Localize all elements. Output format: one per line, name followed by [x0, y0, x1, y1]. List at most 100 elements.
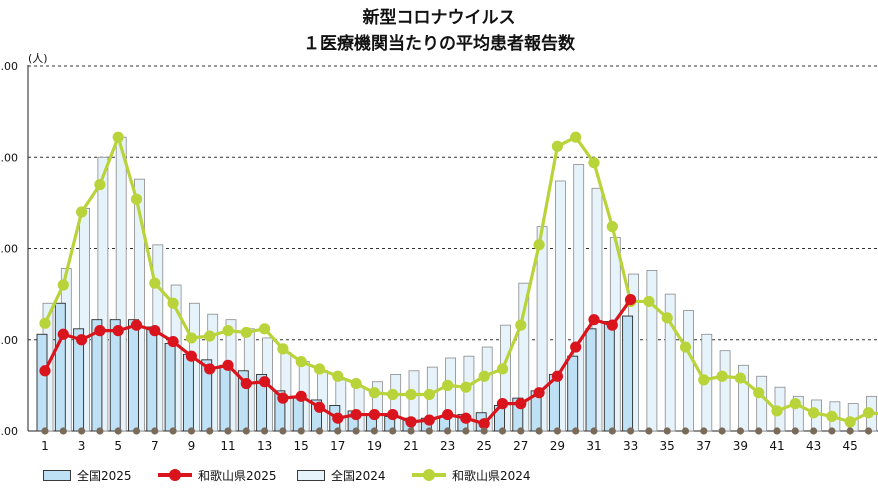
bar-zenkoku-2024: [683, 310, 694, 432]
wakayama-2024-point: [826, 410, 838, 422]
zero-marker: [608, 427, 616, 435]
wakayama-2024-point: [112, 131, 124, 143]
wakayama-2025-point: [588, 314, 600, 326]
x-tick-label: 39: [733, 439, 748, 453]
zero-marker: [389, 427, 397, 435]
x-tick-label: 19: [367, 439, 382, 453]
wakayama-2024-point: [460, 381, 472, 393]
wakayama-2024-point: [204, 330, 216, 342]
wakayama-2024-point: [844, 416, 856, 428]
zero-marker: [517, 427, 525, 435]
wakayama-2025-point: [112, 325, 124, 337]
wakayama-2025-point: [332, 412, 344, 424]
zero-marker: [590, 427, 598, 435]
x-tick-label: 15: [294, 439, 309, 453]
wakayama-2025-point: [405, 416, 417, 428]
chart-title-line2: １医療機関当たりの平均患者報告数: [303, 34, 575, 54]
wakayama-2024-group: [39, 131, 878, 428]
wakayama-2025-point: [167, 335, 179, 348]
wakayama-2024-point: [167, 297, 179, 309]
wakayama-2025-point: [570, 341, 582, 353]
legend-item-zenkoku-2025: 全国2025: [43, 464, 132, 486]
zero-marker: [480, 427, 488, 435]
y-tick-label: 15.00: [0, 151, 18, 164]
wakayama-2024-point: [405, 388, 417, 401]
wakayama-2025-point: [57, 328, 69, 340]
x-tick-label: 17: [330, 439, 345, 453]
wakayama-2024-point: [149, 277, 161, 289]
zero-marker: [279, 427, 287, 435]
wakayama-2024-point: [606, 221, 618, 233]
wakayama-2024-point: [277, 343, 289, 355]
wakayama-2025-point: [39, 365, 51, 377]
bar-zenkoku-2025: [603, 321, 615, 432]
wakayama-2024-point: [368, 387, 380, 399]
wakayama-2024-point: [551, 140, 564, 152]
zero-marker: [334, 427, 342, 435]
zero-marker: [498, 427, 507, 435]
zero-marker: [425, 427, 433, 435]
wakayama-2025-point: [130, 319, 143, 331]
zero-marker: [755, 427, 763, 435]
wakayama-2025-point: [222, 359, 234, 371]
wakayama-2025-point: [423, 414, 435, 426]
wakayama-2024-point: [734, 372, 747, 384]
wakayama-2025-point: [551, 370, 564, 382]
zero-marker: [627, 427, 635, 435]
wakayama-2024-point: [679, 341, 692, 353]
wakayama-2024-point: [570, 131, 582, 143]
bar-zenkoku-2024: [756, 375, 768, 432]
zero-marker: [41, 427, 49, 435]
wakayama-2024-point: [771, 405, 783, 417]
wakayama-2024-point: [716, 370, 728, 382]
wakayama-2025-point: [295, 390, 307, 402]
zero-marker: [444, 427, 452, 435]
wakayama-2024-point: [643, 295, 655, 308]
zero-marker: [114, 427, 122, 435]
zero-marker: [462, 427, 470, 435]
x-tick-label: 13: [257, 439, 272, 453]
zero-marker: [700, 427, 708, 435]
zero-marker: [224, 427, 232, 435]
wakayama-2024-point: [130, 193, 143, 205]
x-tick-label: 7: [151, 439, 159, 453]
zero-marker: [663, 427, 671, 435]
wakayama-2024-point: [332, 370, 344, 382]
wakayama-2024-point: [533, 239, 545, 251]
bar-zenkoku-2024: [646, 269, 658, 432]
zero-marker: [553, 427, 562, 435]
zero-marker: [242, 427, 250, 435]
bar-zenkoku-2024: [719, 350, 731, 432]
x-tick-label: 27: [513, 439, 528, 453]
x-tick-label: 31: [586, 439, 601, 453]
zero-marker: [572, 427, 580, 435]
wakayama-2024-point: [862, 407, 875, 419]
wakayama-2024-point: [185, 332, 197, 344]
wakayama-2025-point: [606, 319, 618, 331]
x-tick-label: 33: [623, 439, 638, 453]
bar-zenkoku-2025: [91, 319, 103, 432]
x-tick-label: 25: [477, 439, 492, 453]
y-tick-label: 0.00: [0, 425, 18, 438]
wakayama-2025-point: [478, 418, 490, 430]
bar-zenkoku-2025: [622, 315, 634, 432]
legend-label-zenkoku-2024: 全国2024: [331, 468, 386, 483]
zero-marker: [736, 427, 745, 435]
wakayama-2025-point: [442, 408, 454, 421]
wakayama-2025-point: [387, 408, 399, 421]
wakayama-2025-point: [368, 408, 380, 421]
wakayama-2025-point: [515, 398, 527, 410]
bar-zenkoku-2025: [36, 333, 48, 432]
x-tick-label: 43: [806, 439, 821, 453]
wakayama-2025-point: [259, 376, 271, 388]
wakayama-2025-point: [460, 412, 472, 424]
wakayama-2025-point: [240, 377, 252, 390]
x-tick-label: 9: [188, 439, 196, 453]
x-tick-label: 45: [843, 439, 858, 453]
zero-marker: [370, 427, 378, 435]
wakayama-2025-point: [625, 294, 637, 306]
wakayama-2025-point: [313, 401, 326, 413]
bar-zenkoku-2025: [128, 319, 139, 432]
chart-title-line1: 新型コロナウイルス: [362, 8, 516, 28]
zero-marker: [535, 427, 543, 435]
